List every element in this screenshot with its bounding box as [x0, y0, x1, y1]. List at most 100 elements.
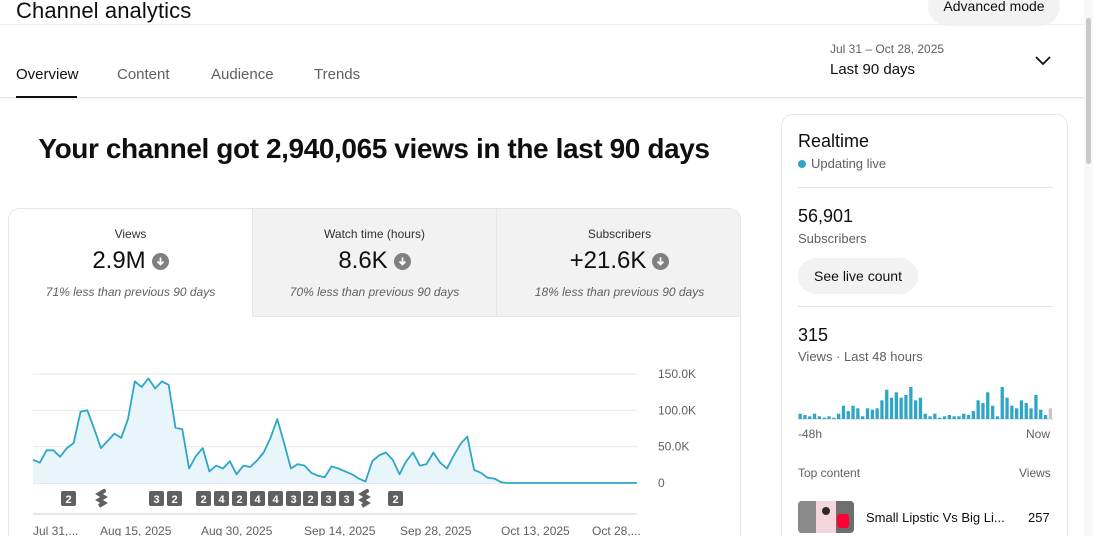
active-tab-indicator [16, 96, 77, 98]
realtime-bar [952, 416, 956, 419]
x-tick-label: Sep 14, 2025 [304, 524, 376, 536]
realtime-bar [1024, 403, 1028, 419]
x-tick-label: Oct 13, 2025 [501, 524, 570, 536]
upload-marker [268, 491, 283, 506]
arrow-down-icon [393, 252, 411, 270]
realtime-bar [832, 417, 836, 419]
top-content-title[interactable]: Small Lipstic Vs Big Li... [866, 510, 1005, 525]
upload-marker [232, 491, 247, 506]
realtime-bar [976, 400, 980, 419]
video-thumbnail[interactable] [798, 501, 854, 533]
realtime-bar [899, 397, 903, 419]
see-live-count-button[interactable]: See live count [798, 258, 918, 294]
realtime-bar [1015, 408, 1019, 419]
arrow-down-icon [652, 252, 670, 270]
realtime-bar [894, 392, 898, 419]
upload-marker [149, 491, 164, 506]
realtime-bar [928, 416, 932, 419]
realtime-bar [1043, 415, 1048, 419]
upload-marker-count: 2 [307, 494, 313, 506]
realtime-bar [904, 395, 908, 419]
series-line [32, 377, 637, 484]
tab-audience[interactable]: Audience [211, 66, 274, 83]
metric-label: Views [114, 227, 147, 241]
realtime-bar [1048, 408, 1052, 419]
scrollbar-track[interactable] [1084, 0, 1093, 536]
metric-value: +21.6K [569, 247, 647, 274]
realtime-bar [947, 415, 951, 419]
realtime-bar [841, 405, 846, 419]
upload-marker-count: 3 [153, 494, 159, 506]
upload-marker-count: 3 [325, 494, 331, 506]
upload-marker [167, 491, 182, 506]
realtime-bar [1029, 408, 1033, 419]
realtime-bar [1005, 397, 1009, 419]
metric-tab-watch-time[interactable]: Watch time (hours) 8.6K 70% less than pr… [253, 209, 497, 317]
metric-tab-views[interactable]: Views 2.9M 71% less than previous 90 day… [9, 209, 253, 317]
upload-marker-count: 4 [254, 494, 261, 506]
realtime-bar [938, 417, 942, 419]
upload-marker [196, 491, 211, 506]
metric-comparison: 71% less than previous 90 days [45, 285, 216, 299]
x-tick-label: Jul 31,... [33, 524, 78, 536]
shorts-marker-icon [358, 489, 371, 508]
metric-label: Subscribers [587, 227, 652, 241]
shorts-icon [837, 514, 849, 528]
arrow-down-icon [151, 252, 169, 270]
upload-marker [214, 491, 229, 506]
y-tick-label: 0 [658, 476, 665, 490]
x-tick-label: Aug 15, 2025 [100, 524, 172, 536]
metrics-card: Views 2.9M 71% less than previous 90 day… [8, 208, 741, 536]
date-range-label[interactable]: Last 90 days [830, 61, 916, 78]
x-tick-label: Sep 28, 2025 [400, 524, 472, 536]
shorts-marker-icon [95, 489, 108, 508]
metric-value-row: 2.9M [9, 247, 252, 275]
metric-tab-subscribers[interactable]: Subscribers +21.6K 18% less than previou… [497, 209, 740, 317]
metric-label: Watch time (hours) [324, 227, 425, 241]
y-tick-label: 100.0K [658, 403, 696, 417]
realtime-bar-chart[interactable] [798, 377, 1053, 421]
top-content-label: Top content [798, 466, 861, 480]
metric-value-row: 8.6K [253, 247, 496, 275]
realtime-bar [918, 397, 923, 419]
upload-marker-count: 2 [200, 494, 206, 506]
date-range-dates[interactable]: Jul 31 – Oct 28, 2025 [830, 42, 945, 56]
realtime-bar [923, 413, 927, 419]
realtime-bar [981, 403, 985, 419]
tab-content[interactable]: Content [117, 66, 170, 83]
realtime-bar [942, 416, 947, 419]
upload-marker-count: 4 [272, 494, 279, 506]
realtime-bar [856, 408, 860, 419]
realtime-bar [933, 413, 937, 419]
chevron-down-icon[interactable] [1034, 54, 1052, 68]
upload-marker [339, 491, 354, 506]
scrollbar-thumb[interactable] [1086, 18, 1091, 164]
divider [798, 306, 1053, 307]
tab-trends[interactable]: Trends [314, 66, 361, 83]
y-tick-label: 50.0K [658, 440, 689, 454]
views-headline: Your channel got 2,940,065 views in the … [38, 133, 710, 164]
realtime-bar [837, 413, 841, 419]
subscriber-label: Subscribers [798, 231, 867, 246]
realtime-bar [808, 416, 812, 419]
realtime-bar [909, 387, 913, 419]
metric-comparison: 70% less than previous 90 days [289, 285, 460, 299]
tabs-bar: Overview Content Audience Trends [0, 24, 1084, 98]
realtime-title: Realtime [798, 131, 870, 151]
metric-value: 2.9M [92, 247, 146, 274]
live-status-text: Updating live [811, 156, 887, 171]
advanced-mode-button[interactable]: Advanced mode [928, 0, 1060, 26]
x-tick-label: Oct 28,... [592, 524, 641, 536]
upload-marker [250, 491, 265, 506]
realtime-bar [851, 405, 855, 419]
realtime-bar [803, 415, 807, 419]
realtime-bar [1034, 395, 1038, 419]
realtime-bar [1010, 405, 1014, 419]
views-column-label: Views [1019, 466, 1051, 480]
realtime-bar [870, 409, 874, 419]
upload-marker-count: 3 [343, 494, 349, 506]
tab-overview[interactable]: Overview [16, 66, 79, 83]
realtime-bar [1019, 400, 1024, 419]
realtime-bar [914, 400, 918, 419]
